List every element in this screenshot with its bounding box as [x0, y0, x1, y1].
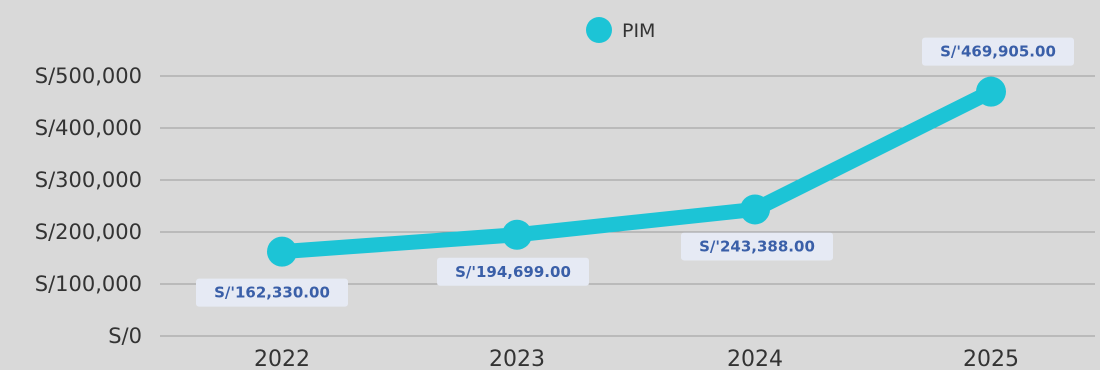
data-label-box: [196, 278, 348, 307]
y-tick-label: S/400,000: [35, 116, 142, 140]
y-tick-label: S/0: [108, 324, 142, 348]
legend-label-pim: PIM: [622, 20, 655, 42]
data-label-box: [437, 257, 589, 286]
data-label-text: S/'469,905.00: [940, 43, 1056, 61]
data-label: S/'194,699.00: [437, 257, 589, 286]
y-tick-label: S/100,000: [35, 272, 142, 296]
x-tick-label: 2025: [963, 347, 1019, 370]
data-label-text: S/'194,699.00: [455, 263, 571, 281]
data-labels: S/'162,330.00 S/'194,699.00 S/'243,388.00 S…: [196, 37, 1074, 307]
x-tick-label: 2022: [254, 347, 310, 370]
data-label-box: [922, 37, 1074, 66]
data-label: S/'243,388.00: [681, 232, 833, 261]
data-label-text: S/'243,388.00: [699, 237, 815, 255]
legend: PIM: [586, 17, 655, 43]
y-tick-label: S/200,000: [35, 220, 142, 244]
data-point: [740, 194, 770, 225]
series-line-pim: [274, 84, 999, 260]
data-label: S/'162,330.00: [196, 278, 348, 307]
data-label-box: [681, 232, 833, 261]
y-tick-label: S/500,000: [35, 64, 142, 88]
data-label-text: S/'162,330.00: [214, 284, 330, 302]
y-axis-ticks: S/0 S/100,000 S/200,000 S/300,000 S/400,000 S…: [35, 64, 142, 348]
x-axis-ticks: 2022 2023 2024 2025: [254, 347, 1019, 370]
series-layer: [267, 76, 1006, 267]
data-point: [267, 236, 297, 267]
x-tick-label: 2024: [727, 347, 783, 370]
x-tick-label: 2023: [489, 347, 545, 370]
legend-marker-pim: [586, 17, 612, 43]
data-point: [976, 76, 1006, 107]
data-label: S/'469,905.00: [922, 37, 1074, 66]
y-tick-label: S/300,000: [35, 168, 142, 192]
data-point: [502, 219, 532, 250]
